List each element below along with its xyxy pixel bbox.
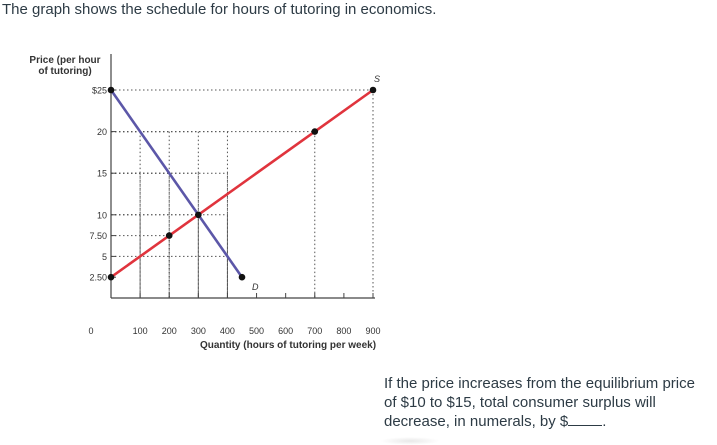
x-tick-label: 800: [336, 326, 351, 336]
data-point: [311, 128, 319, 135]
series-label-s: S: [374, 74, 380, 84]
y-tick-label: 20: [97, 127, 107, 137]
bottom-shadow: [380, 437, 440, 445]
axes: [110, 54, 375, 299]
x-axis-label: Quantity (hours of tutoring per week): [200, 340, 376, 351]
data-point: [165, 232, 173, 239]
intro-text: The graph shows the schedule for hours o…: [2, 1, 437, 18]
x-tick-label: 200: [162, 326, 177, 336]
data-point: [107, 86, 115, 94]
labels: $25 20 15 10 7.50 5 2.50 0 100 200 300 400 500 600 700…: [29, 55, 380, 351]
supply-demand-chart: $25 20 15 10 7.50 5 2.50 0 100 200 300 400 500 600 700…: [0, 40, 420, 360]
data-point: [369, 86, 377, 94]
x-tick-label: 0: [88, 326, 93, 336]
equilibrium-point: [195, 211, 202, 219]
series-label-d: D: [252, 282, 259, 292]
series-line-d: [109, 89, 244, 278]
x-tick-label: 600: [278, 326, 293, 336]
question-text-before: If the price increases from the equilibr…: [384, 375, 695, 430]
y-tick-label: 7.50: [89, 231, 107, 241]
data-point: [238, 273, 246, 281]
question-text-after: .: [602, 413, 607, 430]
guide-lines: [111, 89, 374, 298]
y-tick-label: 5: [102, 252, 107, 262]
x-tick-label: 400: [220, 326, 235, 336]
y-tick-label: $25: [92, 86, 107, 96]
question-text: If the price increases from the equilibr…: [384, 374, 704, 431]
x-tick-label: 100: [133, 326, 148, 336]
x-tick-label: 300: [191, 326, 206, 336]
y-tick-label: 15: [97, 169, 107, 179]
y-tick-label: 10: [97, 210, 107, 220]
x-tick-label: 700: [307, 326, 322, 336]
markers: [107, 86, 377, 281]
answer-blank[interactable]: [568, 412, 603, 426]
y-axis-label-line1: Price (per hour: [29, 55, 100, 66]
y-tick-label: 2.50: [89, 273, 107, 283]
chart-svg: $25 20 15 10 7.50 5 2.50 0 100 200 300 400 500 600 700…: [29, 54, 381, 351]
series-line-s: [110, 88, 374, 279]
data-point: [107, 273, 115, 281]
x-tick-label: 900: [365, 326, 380, 336]
x-tick-label: 500: [249, 326, 264, 336]
series-lines: [109, 88, 374, 279]
y-axis-label-line2: of tutoring): [38, 66, 91, 77]
